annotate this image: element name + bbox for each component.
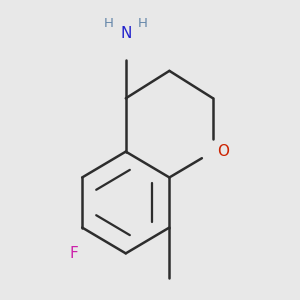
Text: H: H bbox=[103, 17, 113, 30]
Text: O: O bbox=[217, 144, 229, 159]
Text: F: F bbox=[70, 246, 78, 261]
Text: H: H bbox=[138, 17, 148, 30]
Text: N: N bbox=[120, 26, 131, 41]
